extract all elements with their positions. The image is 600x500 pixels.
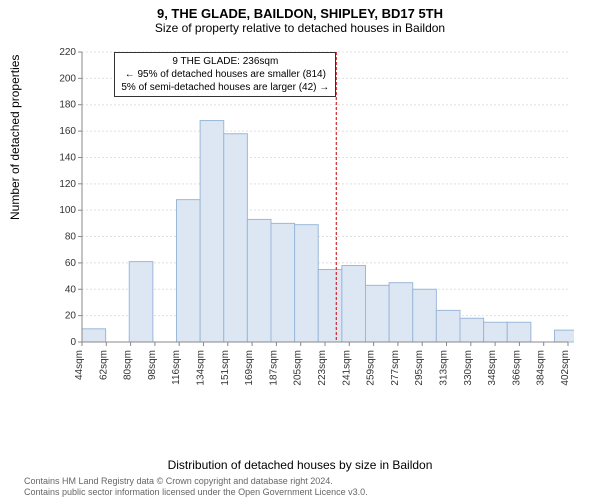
svg-text:80: 80 (65, 232, 77, 243)
annotation-line2: ← 95% of detached houses are smaller (81… (121, 68, 329, 81)
svg-text:60: 60 (65, 258, 77, 269)
footer-attribution: Contains HM Land Registry data © Crown c… (24, 476, 368, 498)
svg-text:348sqm: 348sqm (487, 350, 498, 386)
svg-text:44sqm: 44sqm (74, 350, 85, 380)
svg-text:366sqm: 366sqm (511, 350, 522, 386)
svg-text:220: 220 (59, 48, 76, 58)
svg-text:120: 120 (59, 179, 76, 190)
svg-text:200: 200 (59, 73, 76, 84)
svg-text:140: 140 (59, 152, 76, 163)
svg-text:20: 20 (65, 311, 77, 322)
svg-text:402sqm: 402sqm (560, 350, 571, 386)
svg-text:180: 180 (59, 100, 76, 111)
svg-text:151sqm: 151sqm (220, 350, 231, 386)
svg-text:187sqm: 187sqm (268, 350, 279, 386)
svg-text:160: 160 (59, 126, 76, 137)
svg-text:62sqm: 62sqm (98, 350, 109, 380)
svg-text:100: 100 (59, 205, 76, 216)
svg-text:169sqm: 169sqm (244, 350, 255, 386)
svg-text:330sqm: 330sqm (463, 350, 474, 386)
svg-text:241sqm: 241sqm (341, 350, 352, 386)
svg-text:134sqm: 134sqm (196, 350, 207, 386)
annotation-box: 9 THE GLADE: 236sqm ← 95% of detached ho… (114, 52, 336, 97)
svg-text:116sqm: 116sqm (171, 350, 182, 385)
annotation-line1: 9 THE GLADE: 236sqm (121, 55, 329, 68)
svg-text:80sqm: 80sqm (123, 350, 134, 380)
footer-line2: Contains public sector information licen… (24, 487, 368, 498)
svg-text:295sqm: 295sqm (414, 350, 425, 386)
chart-subtitle: Size of property relative to detached ho… (0, 21, 600, 37)
histogram-plot: 0 20 40 60 80 100 120 140 160 180 200 220 44sqm 62sqm… (54, 48, 574, 398)
footer-line1: Contains HM Land Registry data © Crown c… (24, 476, 368, 487)
chart-title: 9, THE GLADE, BAILDON, SHIPLEY, BD17 5TH (0, 0, 600, 21)
svg-text:40: 40 (65, 284, 77, 295)
svg-text:205sqm: 205sqm (293, 350, 304, 386)
svg-text:223sqm: 223sqm (317, 350, 328, 386)
annotation-line3: 5% of semi-detached houses are larger (4… (121, 81, 329, 94)
svg-text:0: 0 (70, 337, 76, 348)
svg-text:259sqm: 259sqm (366, 350, 377, 386)
svg-text:313sqm: 313sqm (439, 350, 450, 386)
chart-area: 0 20 40 60 80 100 120 140 160 180 200 220 44sqm 62sqm… (54, 48, 574, 398)
y-axis-label: Number of detached properties (8, 55, 22, 220)
svg-text:384sqm: 384sqm (536, 350, 547, 386)
svg-text:98sqm: 98sqm (147, 350, 158, 380)
svg-text:277sqm: 277sqm (390, 350, 401, 386)
x-axis-label: Distribution of detached houses by size … (0, 458, 600, 472)
